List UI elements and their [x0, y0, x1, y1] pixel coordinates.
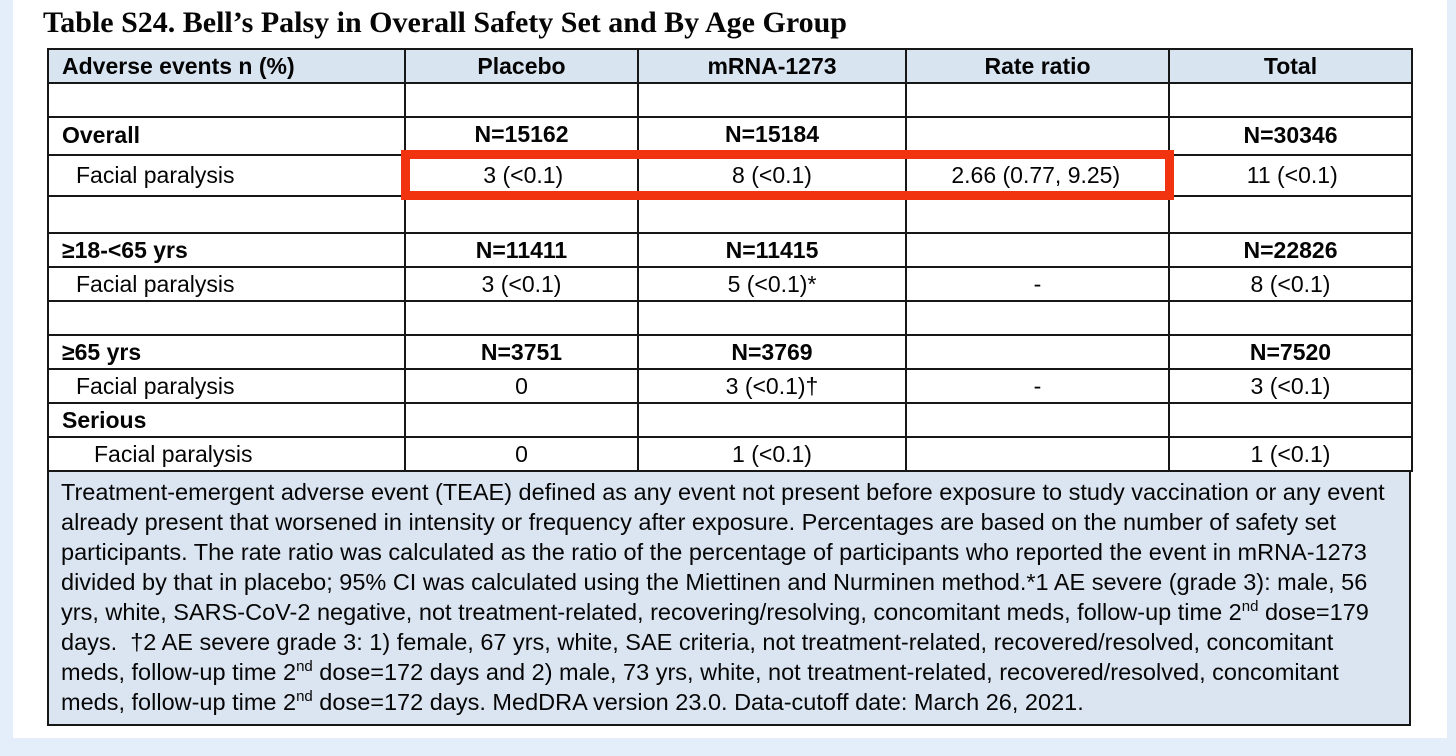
table-cell	[637, 82, 907, 118]
table-cell	[637, 300, 907, 336]
table-cell	[905, 300, 1170, 336]
table-cell	[404, 402, 639, 438]
superscript: nd	[296, 688, 313, 706]
footnote: Treatment-emergent adverse event (TEAE) …	[47, 472, 1411, 726]
table-row: Facial paralysis 0 3 (<0.1)† -3 (<0.1)	[47, 368, 1413, 404]
group-row: Serious	[47, 402, 1413, 438]
table-cell	[404, 300, 639, 336]
spacer-row	[47, 194, 1413, 234]
table-cell: Facial paralysis	[47, 153, 406, 197]
table-cell	[1168, 194, 1413, 234]
table-cell	[1168, 402, 1413, 438]
table-cell	[637, 402, 907, 438]
footnote-segment: dose=172 days and 2) male, 73 yrs, white…	[61, 659, 1339, 715]
group-row: Overall N=15162 N=15184 N=30346	[47, 116, 1413, 156]
table-cell	[905, 232, 1170, 268]
footnote-segment: Treatment-emergent adverse event (TEAE) …	[61, 479, 1385, 625]
column-header: Adverse events n (%)	[47, 48, 406, 84]
table-cell: 3 (<0.1)†	[637, 368, 907, 404]
footnote-segment: dose=179 days. †2 AE severe grade 3: 1) …	[61, 599, 1369, 685]
table-cell: N=3769	[637, 334, 907, 370]
table-cell: -	[905, 266, 1170, 302]
page-panel: Table S24. Bell’s Palsy in Overall Safet…	[13, 0, 1447, 738]
table-cell: N=15184	[637, 116, 907, 156]
header-row: Adverse events n (%) Placebo mRNA-1273 Rate…	[47, 48, 1413, 84]
adverse-events-table: Adverse events n (%) Placebo mRNA-1273 Rate…	[47, 48, 1413, 472]
column-header: mRNA-1273	[637, 48, 907, 84]
table-cell	[905, 116, 1170, 156]
spacer-row	[47, 300, 1413, 336]
table-cell: Serious	[47, 402, 406, 438]
table-cell: 3 (<0.1)	[400, 150, 639, 200]
column-header: Placebo	[404, 48, 639, 84]
table-cell: 0	[404, 436, 639, 472]
table-cell	[47, 194, 406, 234]
table-cell: N=22826	[1168, 232, 1413, 268]
table-cell	[404, 82, 639, 118]
spacer-row	[47, 82, 1413, 118]
table-cell: -	[905, 368, 1170, 404]
table-cell: 3 (<0.1)	[1168, 368, 1413, 404]
table-cell: 1 (<0.1)	[637, 436, 907, 472]
group-row: ≥18-<65 yrs N=11411 N=11415 N=22826	[47, 232, 1413, 268]
table-cell: Facial paralysis	[47, 368, 406, 404]
table-cell: N=3751	[404, 334, 639, 370]
table-cell	[905, 82, 1170, 118]
table-cell: N=11415	[637, 232, 907, 268]
table-row: Facial paralysis 3 (<0.1) 5 (<0.1)* -8 (<0.…	[47, 266, 1413, 302]
table-cell: Overall	[47, 116, 406, 156]
table-cell	[1168, 300, 1413, 336]
table-cell	[905, 194, 1170, 234]
footnote-text: Treatment-emergent adverse event (TEAE) …	[61, 479, 1385, 715]
table-body: Overall N=15162 N=15184 N=30346 Facial paral…	[47, 82, 1413, 472]
table-cell: N=15162	[404, 116, 639, 156]
table-cell: 5 (<0.1)*	[637, 266, 907, 302]
table-cell	[905, 436, 1170, 472]
table-cell: 3 (<0.1)	[404, 266, 639, 302]
page-title: Table S24. Bell’s Palsy in Overall Safet…	[43, 6, 847, 39]
table-cell: ≥18-<65 yrs	[47, 232, 406, 268]
table-cell	[905, 334, 1170, 370]
superscript: nd	[1241, 598, 1259, 616]
table-cell: 0	[404, 368, 639, 404]
table-cell	[637, 194, 907, 234]
table-cell: ≥65 yrs	[47, 334, 406, 370]
table-cell: 11 (<0.1)	[1168, 153, 1413, 197]
table-cell: 1 (<0.1)	[1168, 436, 1413, 472]
table-cell	[404, 194, 639, 234]
table-cell: N=7520	[1168, 334, 1413, 370]
table-cell: Facial paralysis	[47, 266, 406, 302]
footnote-segment: dose=172 days. MedDRA version 23.0. Data…	[312, 689, 1084, 715]
table-row: Facial paralysis 0 1 (<0.1) 1 (<0.1)	[47, 436, 1413, 472]
table-cell: Facial paralysis	[47, 436, 406, 472]
table-cell	[47, 82, 406, 118]
table-cell: 2.66 (0.77, 9.25)	[905, 150, 1174, 200]
column-header: Rate ratio	[905, 48, 1170, 84]
table-cell: 8 (<0.1)	[637, 150, 907, 200]
table-cell: 8 (<0.1)	[1168, 266, 1413, 302]
column-header: Total	[1168, 48, 1413, 84]
table-cell	[47, 300, 406, 336]
superscript: nd	[296, 658, 313, 676]
table-cell	[905, 402, 1170, 438]
table-cell: N=11411	[404, 232, 639, 268]
group-row: ≥65 yrs N=3751 N=3769 N=7520	[47, 334, 1413, 370]
table-row: Facial paralysis 3 (<0.1) 8 (<0.1) 2.66 (0.…	[47, 150, 1413, 200]
table-cell	[1168, 82, 1413, 118]
table-cell: N=30346	[1168, 116, 1413, 156]
